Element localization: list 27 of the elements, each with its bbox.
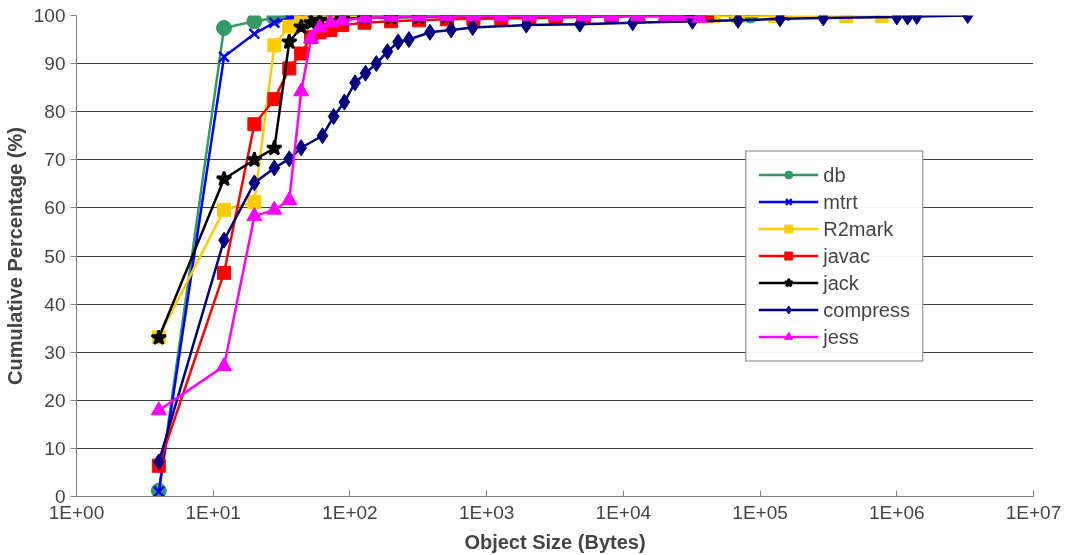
x-tick-label: 1E+07 bbox=[1005, 501, 1062, 523]
x-tick-label: 1E+02 bbox=[322, 501, 378, 523]
legend-label: jess bbox=[823, 325, 859, 348]
y-tick-label: 10 bbox=[44, 437, 66, 459]
x-tick-label: 1E+05 bbox=[732, 501, 788, 523]
legend-label: db bbox=[823, 163, 846, 186]
legend-label: jack bbox=[823, 271, 859, 294]
y-tick-label: 50 bbox=[44, 245, 66, 267]
x-tick-label: 1E+03 bbox=[458, 501, 515, 523]
y-tick-label: 80 bbox=[44, 101, 66, 123]
y-tick-label: 60 bbox=[44, 197, 66, 219]
legend-label: compress bbox=[823, 298, 910, 321]
legend-label: R2mark bbox=[823, 217, 894, 240]
y-tick-label: 30 bbox=[44, 341, 66, 363]
legend-label: mtrt bbox=[823, 190, 858, 213]
y-tick-label: 70 bbox=[44, 149, 66, 171]
x-tick-label: 1E+01 bbox=[185, 501, 241, 523]
y-tick-label: 20 bbox=[44, 389, 66, 411]
y-tick-label: 100 bbox=[33, 5, 66, 26]
y-tick-label: 40 bbox=[44, 293, 66, 315]
x-axis-title: Object Size (Bytes) bbox=[464, 530, 646, 553]
y-tick-label: 90 bbox=[44, 53, 66, 75]
x-tick-label: 1E+06 bbox=[869, 501, 925, 523]
x-tick-label: 1E+04 bbox=[595, 501, 652, 523]
legend-label: javac bbox=[823, 244, 870, 267]
y-tick-label: 0 bbox=[54, 486, 66, 507]
y-axis-title: Cumulative Percentage (%) bbox=[3, 127, 26, 385]
